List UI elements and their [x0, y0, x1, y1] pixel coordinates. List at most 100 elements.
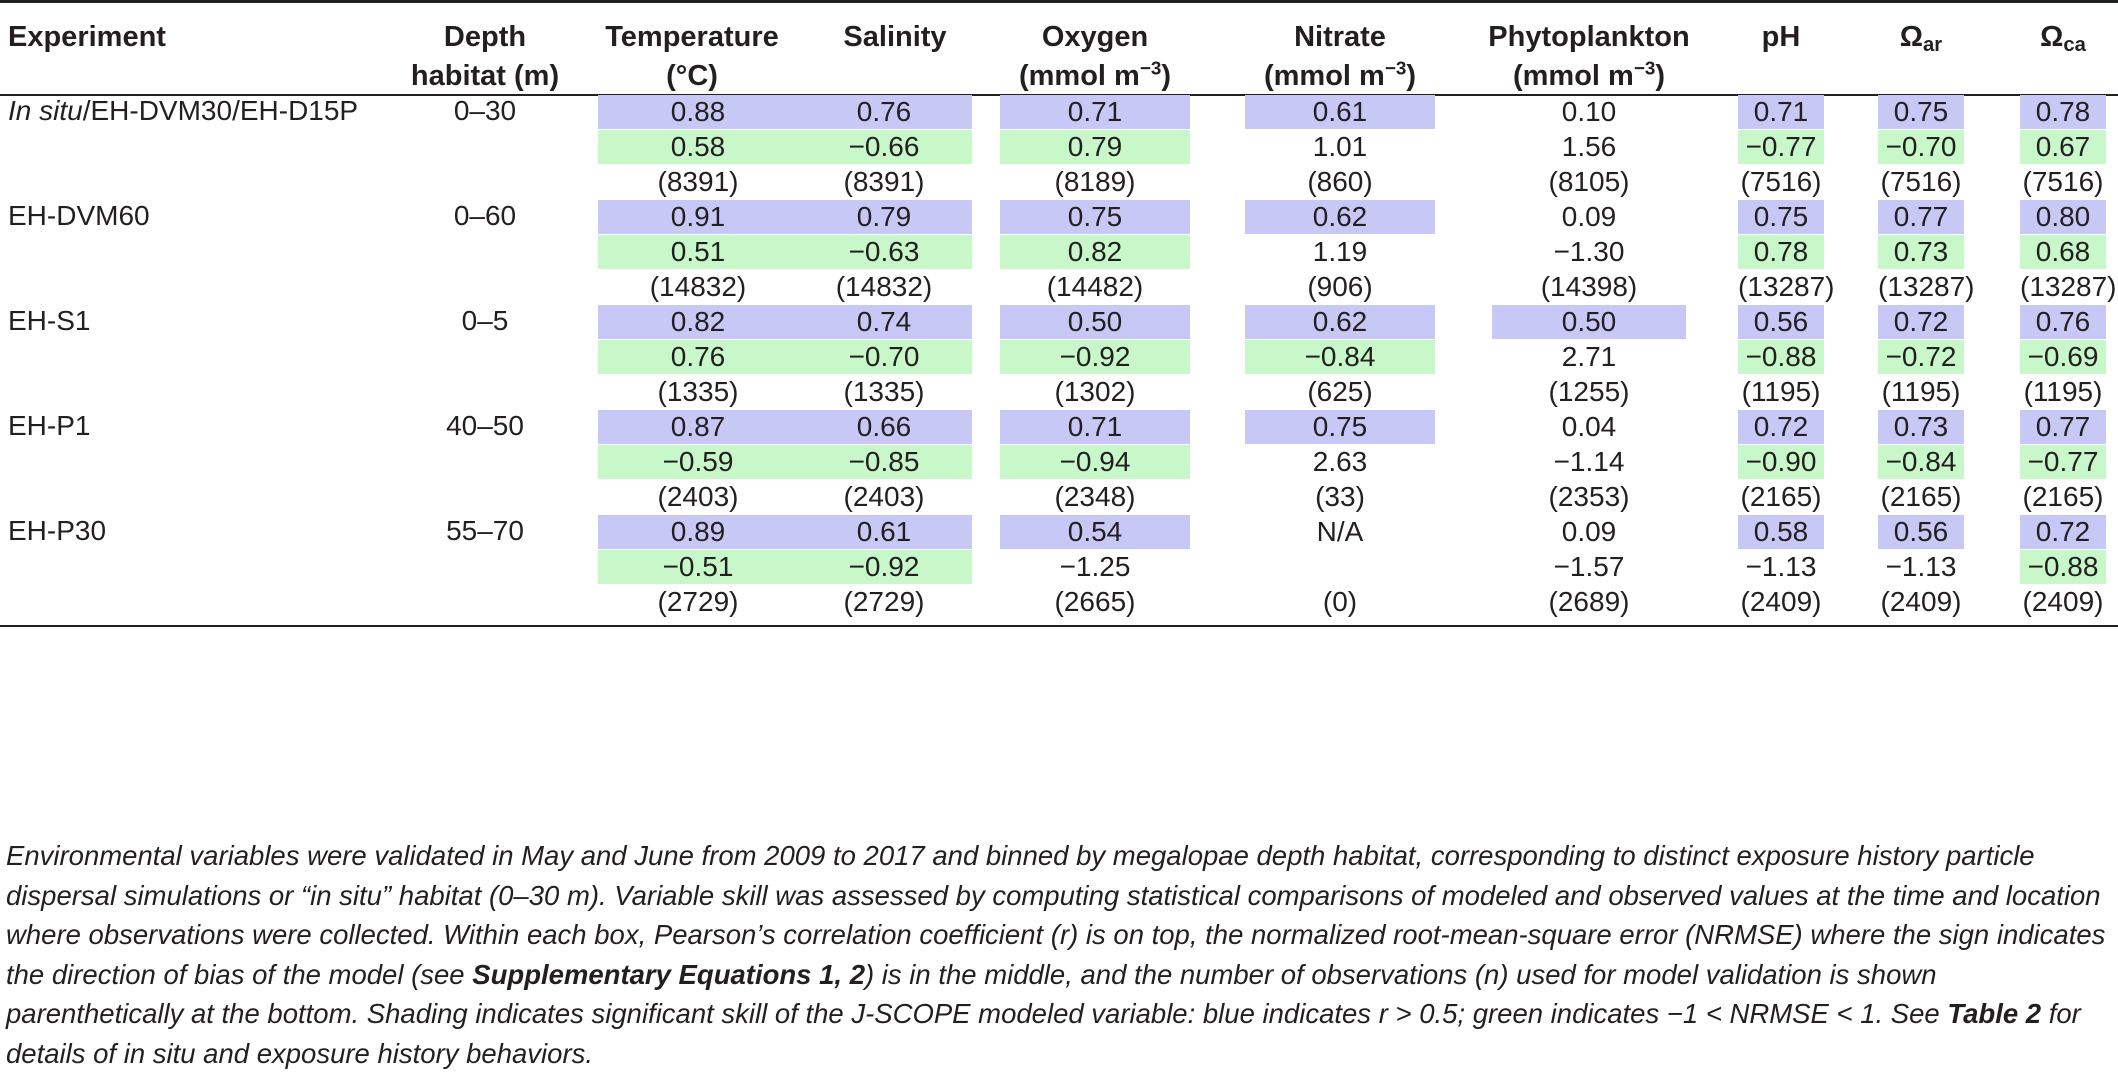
observation-count: (1335) [843, 376, 925, 407]
header-depth-line2: habitat (m) [410, 60, 560, 92]
correlation-value: 0.72 [1878, 305, 1964, 339]
nrmse-value: 0.51 [598, 235, 798, 269]
header-salinity: Salinity [843, 21, 947, 53]
correlation-value: 0.62 [1245, 200, 1435, 234]
row-experiment-label: In situ/EH-DVM30/EH-D15P [8, 88, 358, 134]
header-phytoplankton-unit: (mmol m [1512, 60, 1634, 92]
nrmse-value: 2.71 [1561, 341, 1617, 372]
observation-count: (2353) [1548, 481, 1630, 512]
header-experiment: Experiment [8, 21, 166, 53]
nrmse-value: −0.94 [1000, 445, 1190, 479]
header-depth: Depth habitat (m) [405, 18, 565, 96]
correlation-value: 0.75 [1878, 95, 1964, 129]
observation-count: (8391) [843, 166, 925, 197]
nrmse-value: −1.13 [1745, 551, 1817, 582]
observation-count: (13287) [1878, 271, 1975, 302]
observation-count: (2409) [1740, 586, 1822, 617]
nrmse-value: 2.63 [1312, 446, 1368, 477]
correlation-value: 0.76 [796, 95, 972, 129]
header-nitrate-close: ) [1406, 60, 1416, 92]
header-temperature-line2: (°C) [666, 60, 718, 92]
row-depth-value: 55–70 [446, 515, 524, 546]
observation-count: (2403) [657, 481, 739, 512]
correlation-value: 0.71 [1738, 95, 1824, 129]
observation-count: (2165) [2022, 481, 2104, 512]
observation-count: (0) [1322, 586, 1358, 617]
observation-count: (2665) [1054, 586, 1136, 617]
caption-part-1: Environmental variables were validated i… [6, 840, 2106, 990]
nrmse-value: −0.63 [796, 235, 972, 269]
correlation-value: 0.76 [2020, 305, 2106, 339]
header-nitrate: Nitrate (mmol m−3) [1245, 18, 1435, 96]
nrmse-value: −0.90 [1738, 445, 1824, 479]
header-oxygen-line1: Oxygen [1041, 21, 1149, 53]
header-phytoplankton-exp: −3 [1633, 57, 1656, 79]
observation-count: (2403) [843, 481, 925, 512]
correlation-value: 0.61 [796, 515, 972, 549]
correlation-value: 0.72 [1738, 410, 1824, 444]
observation-count: (8391) [657, 166, 739, 197]
correlation-value: 0.80 [2020, 200, 2106, 234]
observation-count: (8189) [1054, 166, 1136, 197]
row-experiment-label: EH-DVM60 [8, 200, 150, 231]
nrmse-value: −1.14 [1553, 446, 1625, 477]
nrmse-value: −0.51 [598, 550, 798, 584]
observation-count: (7516) [1740, 166, 1822, 197]
observation-count: (14832) [649, 271, 747, 302]
nrmse-value: −0.84 [1245, 340, 1435, 374]
observation-count: (14398) [1540, 271, 1638, 302]
nrmse-value: −1.13 [1885, 551, 1957, 582]
correlation-value: 0.10 [1561, 96, 1617, 127]
observation-count: (1195) [1741, 376, 1821, 407]
nrmse-value: −0.77 [2020, 445, 2106, 479]
correlation-value: 0.89 [598, 515, 798, 549]
header-omega-ar: Ωar [1878, 18, 1964, 65]
nrmse-value: −1.57 [1553, 551, 1625, 582]
correlation-value: 0.75 [1245, 410, 1435, 444]
nrmse-value: −0.59 [598, 445, 798, 479]
header-oxygen: Oxygen (mmol m−3) [1000, 18, 1190, 96]
table-top-rule [0, 0, 2118, 3]
caption-ref-table[interactable]: Table 2 [1947, 998, 2042, 1029]
nrmse-value: 0.82 [1000, 235, 1190, 269]
nrmse-value: −0.85 [796, 445, 972, 479]
correlation-value: 0.75 [1000, 200, 1190, 234]
nrmse-value: 0.68 [2020, 235, 2106, 269]
nrmse-value: 0.76 [598, 340, 798, 374]
correlation-value: 0.72 [2020, 515, 2106, 549]
table-caption: Environmental variables were validated i… [6, 836, 2112, 1073]
correlation-value: 0.50 [1492, 305, 1686, 339]
observation-count: (625) [1307, 376, 1373, 407]
nrmse-value: −0.70 [796, 340, 972, 374]
row-experiment-label: EH-P30 [8, 515, 107, 546]
observation-count: (7516) [1880, 166, 1962, 197]
correlation-value: 0.58 [1738, 515, 1824, 549]
correlation-value: 0.66 [796, 410, 972, 444]
nrmse-value: 1.19 [1312, 236, 1368, 267]
observation-count: (13287) [1738, 271, 1835, 302]
correlation-value: 0.88 [598, 95, 798, 129]
observation-count: (14832) [835, 271, 933, 302]
header-nitrate-unit: (mmol m [1263, 60, 1385, 92]
observation-count: (2729) [657, 586, 739, 617]
observation-count: (1302) [1054, 376, 1136, 407]
nrmse-value: −1.30 [1553, 236, 1625, 267]
table-bottom-rule [0, 625, 2118, 627]
header-oxygen-close: ) [1161, 60, 1171, 92]
row-experiment-label: EH-P1 [8, 410, 91, 441]
correlation-value: 0.54 [1000, 515, 1190, 549]
header-omega-ca-symbol: Ω [2040, 21, 2064, 53]
correlation-value: 0.73 [1878, 410, 1964, 444]
caption-part-2: ) is in the middle, and the number of ob… [6, 958, 1948, 1030]
header-phytoplankton: Phytoplankton (mmol m−3) [1480, 18, 1698, 96]
header-temperature-line1: Temperature [605, 21, 779, 53]
correlation-value: 0.62 [1245, 305, 1435, 339]
header-omega-ar-symbol: Ω [1899, 21, 1924, 53]
observation-count: (1195) [1881, 376, 1961, 407]
correlation-value: 0.71 [1000, 410, 1190, 444]
nrmse-value: −1.25 [1059, 551, 1131, 582]
row-depth-value: 0–5 [461, 305, 509, 336]
caption-ref-supplementary[interactable]: Supplementary Equations 1, 2 [472, 958, 865, 990]
header-nitrate-line1: Nitrate [1294, 21, 1386, 53]
correlation-value: 0.56 [1738, 305, 1824, 339]
